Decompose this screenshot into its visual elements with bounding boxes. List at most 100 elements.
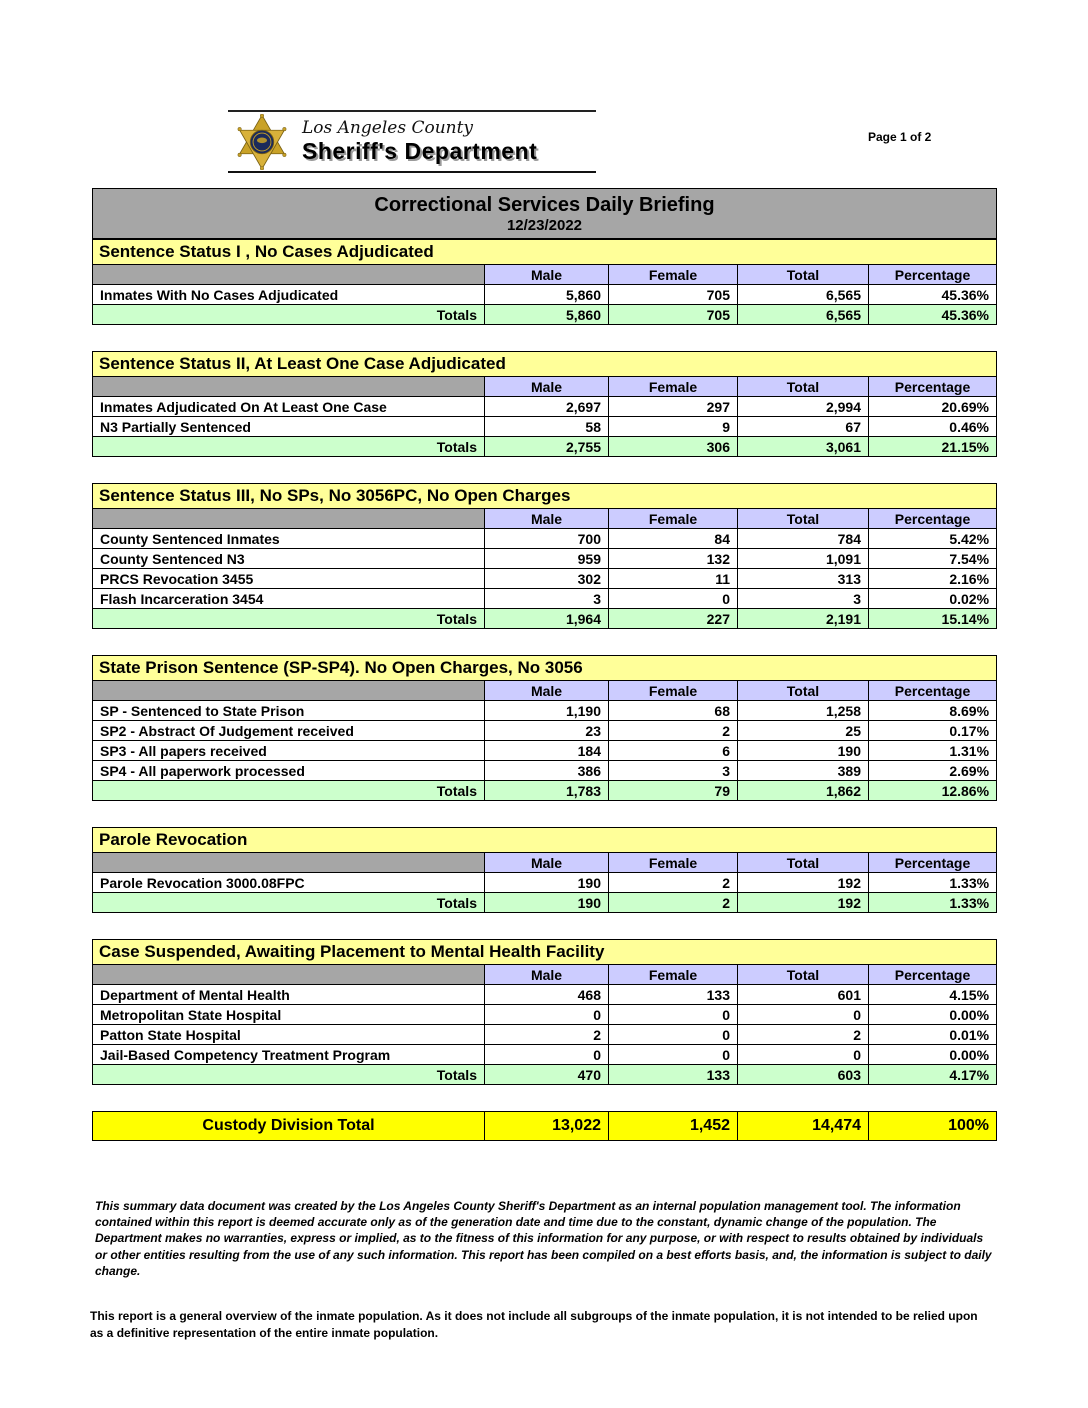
section-table: Case Suspended, Awaiting Placement to Me… <box>91 939 998 1085</box>
column-header-female: Female <box>608 376 738 397</box>
cell-male: 5,860 <box>484 284 609 305</box>
cell-percentage: 0.00% <box>867 1044 998 1065</box>
cell-female: 0 <box>608 588 738 609</box>
totals-row: Totals 470 133 603 4.17% <box>92 1064 998 1085</box>
column-header-percentage: Percentage <box>868 264 997 285</box>
column-header-male: Male <box>484 264 609 285</box>
column-header-spacer <box>92 680 485 701</box>
table-row: SP - Sentenced to State Prison 1,190 68 1,2… <box>92 700 998 721</box>
page-indicator: Page 1 of 2 <box>868 130 932 144</box>
cell-female: 133 <box>608 984 738 1005</box>
cell-male: 468 <box>484 984 609 1005</box>
section-title: Parole Revocation <box>91 827 998 853</box>
cell-percentage: 2.16% <box>867 568 998 589</box>
grand-total-male: 13,022 <box>484 1111 609 1141</box>
table-row: SP3 - All papers received 184 6 190 1.31% <box>92 740 998 761</box>
cell-female: 132 <box>608 548 738 569</box>
report-title: Correctional Services Daily Briefing <box>374 193 715 216</box>
cell-male: 959 <box>484 548 609 569</box>
section-title: Sentence Status II, At Least One Case Ad… <box>92 351 997 377</box>
table-row: Jail-Based Competency Treatment Program 0… <box>92 1044 998 1065</box>
table-row: County Sentenced Inmates 700 84 784 5.42% <box>92 528 998 549</box>
totals-label: Totals <box>92 1064 485 1085</box>
letterhead-department: Sheriff's Department <box>302 137 538 164</box>
cell-total: 190 <box>737 740 869 761</box>
totals-row: Totals 1,964 227 2,191 15.14% <box>92 608 998 629</box>
report-date: 12/23/2022 <box>506 216 583 234</box>
cell-female: 3 <box>608 760 738 781</box>
column-header-female: Female <box>608 508 738 529</box>
column-header-male: Male <box>484 964 609 985</box>
table-row: SP4 - All paperwork processed 386 3 389 2.69… <box>92 760 998 781</box>
row-label: Department of Mental Health <box>92 984 485 1005</box>
cell-female: 2 <box>608 872 738 893</box>
section-table: Sentence Status I , No Cases Adjudicated… <box>92 239 997 325</box>
letterhead: Los Angeles County Sheriff's Department <box>228 110 596 173</box>
column-header-percentage: Percentage <box>867 852 998 873</box>
cell-female: 705 <box>608 284 738 305</box>
section-title: State Prison Sentence (SP-SP4). No Open … <box>91 655 998 681</box>
cell-female: 297 <box>608 396 738 417</box>
table-row: Parole Revocation 3000.08FPC 190 2 192 1.33% <box>92 872 998 893</box>
section-table: Sentence Status II, At Least One Case Ad… <box>92 351 997 457</box>
column-header-row: Male Female Total Percentage <box>92 508 998 529</box>
totals-cell-female: 306 <box>608 436 738 457</box>
column-header-spacer <box>92 508 485 529</box>
cell-percentage: 20.69% <box>868 396 997 417</box>
column-header-percentage: Percentage <box>868 376 997 397</box>
row-label: Jail-Based Competency Treatment Program <box>92 1044 485 1065</box>
totals-cell-male: 2,755 <box>484 436 609 457</box>
cell-male: 386 <box>484 760 609 781</box>
totals-cell-male: 190 <box>484 892 609 913</box>
column-header-male: Male <box>484 852 609 873</box>
totals-label: Totals <box>92 780 485 801</box>
section-title: Sentence Status I , No Cases Adjudicated <box>92 239 997 265</box>
column-header-female: Female <box>608 964 738 985</box>
sheriff-star-badge-icon <box>237 113 287 170</box>
column-header-spacer <box>92 264 485 285</box>
cell-male: 3 <box>484 588 609 609</box>
cell-percentage: 7.54% <box>867 548 998 569</box>
column-header-percentage: Percentage <box>867 680 998 701</box>
table-row: Department of Mental Health 468 133 601 4.15… <box>92 984 998 1005</box>
column-header-total: Total <box>737 852 869 873</box>
table-row: SP2 - Abstract Of Judgement received 23 2 2… <box>92 720 998 741</box>
totals-label: Totals <box>92 892 485 913</box>
totals-cell-male: 5,860 <box>484 304 609 325</box>
cell-male: 2 <box>484 1024 609 1045</box>
cell-total: 784 <box>737 528 869 549</box>
grand-total-row: Custody Division Total 13,022 1,452 14,4… <box>92 1111 997 1141</box>
column-header-male: Male <box>484 508 609 529</box>
cell-total: 3 <box>737 588 869 609</box>
totals-cell-percentage: 15.14% <box>867 608 998 629</box>
row-label: Metropolitan State Hospital <box>92 1004 485 1025</box>
footer-note: This report is a general overview of the… <box>90 1309 978 1340</box>
letterhead-county: Los Angeles County <box>302 117 474 138</box>
column-header-total: Total <box>737 680 869 701</box>
row-label: N3 Partially Sentenced <box>92 416 485 437</box>
grand-total-label: Custody Division Total <box>92 1111 485 1141</box>
grand-total-female: 1,452 <box>608 1111 738 1141</box>
cell-total: 313 <box>737 568 869 589</box>
cell-male: 0 <box>484 1004 609 1025</box>
totals-cell-male: 1,964 <box>484 608 609 629</box>
letterhead-text: Los Angeles County Sheriff's Department <box>302 119 537 164</box>
column-header-spacer <box>92 376 485 397</box>
cell-total: 67 <box>737 416 869 437</box>
column-header-male: Male <box>484 376 609 397</box>
report-content: Correctional Services Daily Briefing 12/… <box>91 188 998 1141</box>
cell-total: 0 <box>737 1004 869 1025</box>
totals-cell-percentage: 4.17% <box>867 1064 998 1085</box>
totals-cell-percentage: 1.33% <box>867 892 998 913</box>
totals-label: Totals <box>92 304 485 325</box>
cell-percentage: 0.02% <box>867 588 998 609</box>
section-title-row: Sentence Status II, At Least One Case Ad… <box>92 351 997 377</box>
table-row: Inmates Adjudicated On At Least One Case… <box>92 396 997 417</box>
cell-female: 68 <box>608 700 738 721</box>
table-row: Inmates With No Cases Adjudicated 5,860 70… <box>92 284 997 305</box>
cell-female: 2 <box>608 720 738 741</box>
sections-container: Sentence Status I , No Cases Adjudicated… <box>91 239 998 1085</box>
cell-female: 0 <box>608 1004 738 1025</box>
report-title-row: Correctional Services Daily Briefing 12/… <box>92 188 997 239</box>
